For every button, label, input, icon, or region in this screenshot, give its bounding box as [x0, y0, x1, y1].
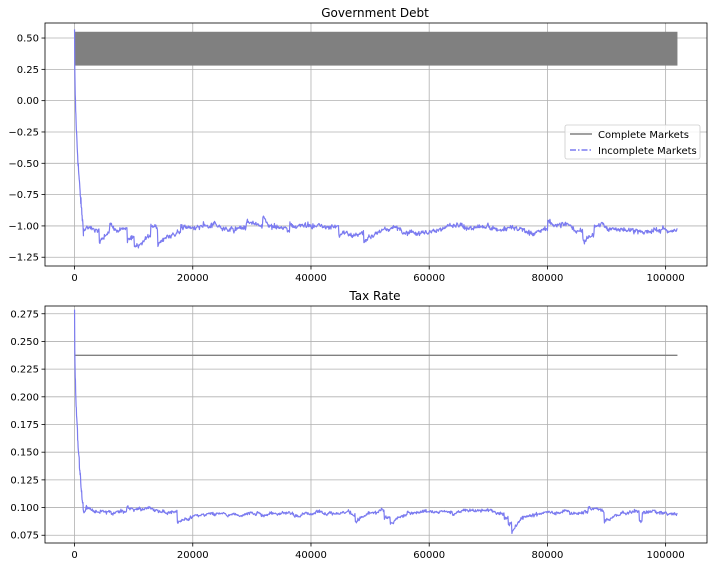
y-tick-label: 0.250: [10, 337, 39, 348]
x-tick-label: 80000: [532, 550, 564, 561]
debt-ticks: 0 20000 40000 60000 80000 100000 0.50 0.25 0.00 −…: [8, 34, 684, 284]
y-tick-label: 0.275: [10, 309, 39, 320]
y-tick-label: 0.50: [17, 34, 39, 45]
x-tick-label: 100000: [647, 550, 685, 561]
tax-series: [73, 309, 678, 535]
y-tick-label: 0.00: [17, 96, 39, 107]
legend-label-incomplete: Incomplete Markets: [598, 146, 697, 157]
y-tick-label: −0.75: [8, 190, 39, 201]
x-tick-label: 80000: [532, 273, 564, 284]
debt-chart-title: Government Debt: [321, 6, 429, 20]
debt-series: [73, 29, 678, 249]
x-tick-label: 0: [71, 550, 77, 561]
series-complete-markets: [74, 31, 678, 66]
tax-grid: [45, 306, 707, 543]
debt-plot-area: [44, 22, 708, 267]
debt-panel: Government Debt 0 20000 40000 60000 80000 100…: [8, 6, 708, 284]
tax-chart-title: Tax Rate: [348, 289, 400, 303]
y-tick-label: 0.200: [10, 392, 39, 403]
y-tick-label: −0.25: [8, 127, 39, 138]
x-tick-label: 60000: [413, 273, 445, 284]
y-tick-label: 0.225: [10, 365, 39, 376]
legend: Complete Markets Incomplete Markets: [564, 124, 701, 160]
y-tick-label: 0.125: [10, 475, 39, 486]
legend-box: [564, 124, 701, 160]
x-tick-label: 60000: [413, 550, 445, 561]
y-tick-label: 0.25: [17, 65, 39, 76]
x-tick-label: 20000: [177, 550, 209, 561]
tax-panel: Tax Rate 0 20000 40000 60000 80000 100000 0.27…: [10, 289, 708, 561]
y-tick-label: 0.075: [10, 531, 39, 542]
y-tick-label: −0.50: [8, 159, 39, 170]
x-tick-label: 0: [71, 273, 77, 284]
y-tick-label: 0.175: [10, 420, 39, 431]
y-tick-label: 0.100: [10, 503, 39, 514]
x-tick-label: 100000: [647, 273, 685, 284]
legend-label-complete: Complete Markets: [598, 130, 689, 141]
x-tick-label: 40000: [295, 273, 327, 284]
y-tick-label: −1.25: [8, 253, 39, 264]
tax-ticks: 0 20000 40000 60000 80000 100000 0.275 0.250 0.2…: [10, 309, 684, 561]
x-tick-label: 40000: [295, 550, 327, 561]
series-incomplete-markets: [73, 309, 678, 535]
x-tick-label: 20000: [177, 273, 209, 284]
series-incomplete-markets: [73, 29, 678, 249]
y-tick-label: 0.150: [10, 448, 39, 459]
y-tick-label: −1.00: [8, 221, 39, 232]
